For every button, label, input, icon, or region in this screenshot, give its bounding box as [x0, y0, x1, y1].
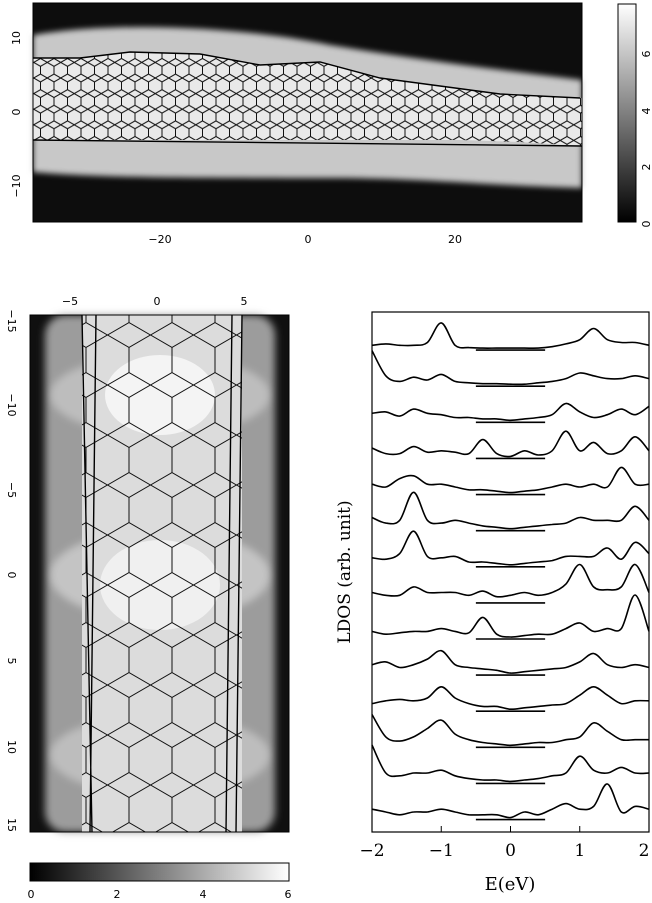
left-colorbar-tick-label: 6 — [285, 888, 292, 901]
top-map-x-tick-label: 20 — [448, 233, 462, 246]
top-map-x-tick-label: 0 — [305, 233, 312, 246]
ldos-series-line — [371, 563, 650, 598]
left-map-y-tick-label: −10 — [5, 393, 18, 416]
left-map-hexagon-lattice — [82, 315, 242, 832]
ldos-series-line — [371, 594, 650, 638]
top-colorbar-tick-label: 2 — [640, 164, 652, 171]
ldos-series-line — [371, 649, 650, 674]
top-colorbar-tick-label: 4 — [640, 108, 652, 115]
ldos-series-line — [371, 402, 650, 422]
ldos-x-ticks: −2 −1 0 1 2 — [359, 826, 650, 861]
left-map-x-tick-label: −5 — [62, 295, 78, 308]
ldos-series-line — [371, 466, 650, 494]
ldos-series-line — [371, 350, 650, 386]
top-map-y-tick-label: 0 — [10, 109, 23, 116]
ldos-series-line — [371, 430, 650, 458]
left-map-y-tick-label: 5 — [5, 658, 18, 665]
top-ldos-map: −20 0 20 10 0 −10 0 2 4 6 — [10, 2, 652, 246]
top-map-y-tick-label: 10 — [10, 31, 23, 45]
left-map-y-tick-label: 15 — [5, 818, 18, 832]
ldos-series-line — [371, 744, 650, 783]
ldos-series-line — [371, 783, 650, 819]
ldos-chart: −2 −1 0 1 2 E(eV) LDOS (arb. unit) — [335, 311, 650, 895]
ldos-series-line — [371, 685, 650, 711]
left-map-x-tick-label: 5 — [241, 295, 248, 308]
ldos-plot-frame — [371, 311, 650, 833]
left-map-y-tick-label: 10 — [5, 740, 18, 754]
top-map-x-tick-label: −20 — [148, 233, 171, 246]
ldos-x-tick-label: 1 — [574, 841, 585, 861]
ldos-x-axis-label: E(eV) — [485, 874, 536, 895]
left-colorbar-tick-label: 4 — [200, 888, 207, 901]
ldos-series-line — [371, 714, 649, 747]
ldos-series-line — [371, 530, 650, 566]
left-map-y-tick-label: −15 — [5, 309, 18, 332]
left-colorbar-tick-label: 2 — [114, 888, 121, 901]
top-colorbar — [617, 3, 637, 223]
top-colorbar-tick-label: 0 — [640, 221, 652, 228]
left-map-x-tick-label: 0 — [154, 295, 161, 308]
ldos-curves — [371, 322, 650, 821]
ldos-y-axis-label: LDOS (arb. unit) — [335, 500, 355, 643]
left-colorbar — [29, 862, 290, 882]
top-colorbar-tick-label: 6 — [640, 51, 652, 58]
left-colorbar-tick-label: 0 — [28, 888, 35, 901]
left-map-y-tick-label: −5 — [5, 482, 18, 498]
top-map-y-tick-label: −10 — [10, 174, 23, 197]
ldos-x-tick-label: −2 — [359, 841, 384, 861]
ldos-x-tick-label: 2 — [639, 841, 650, 861]
ldos-series-line — [371, 322, 650, 349]
ldos-x-tick-label: 0 — [505, 841, 516, 861]
ldos-x-tick-label: −1 — [429, 841, 454, 861]
left-ldos-map: −5 0 5 −15 −10 −5 0 5 10 15 0 2 4 6 — [5, 295, 292, 901]
ldos-series-line — [371, 491, 650, 530]
left-map-y-tick-label: 0 — [5, 572, 18, 579]
